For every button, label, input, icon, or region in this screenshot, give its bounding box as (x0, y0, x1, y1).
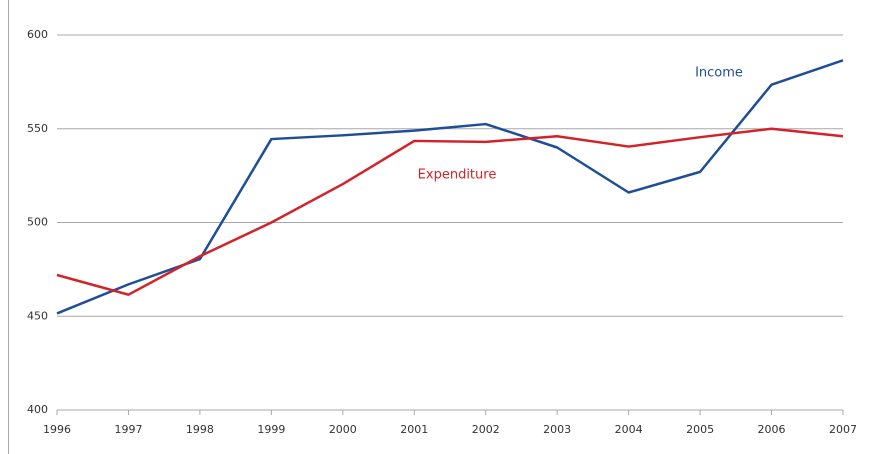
x-tick-label: 1999 (257, 423, 285, 436)
series-line (56, 127, 844, 296)
x-tick-label: 2007 (829, 423, 857, 436)
x-tick-label: 2001 (400, 423, 428, 436)
x-tick-label: 2002 (472, 423, 500, 436)
series-label: Expenditure (418, 168, 497, 183)
x-tick-label: 2000 (329, 423, 357, 436)
y-tick-label: 450 (27, 309, 48, 322)
x-tick-label: 2005 (686, 423, 714, 436)
x-tick-label: 1997 (114, 423, 142, 436)
x-tick-label: 2006 (758, 423, 786, 436)
x-tick-label: 1996 (43, 423, 71, 436)
y-tick-label: 550 (27, 122, 48, 135)
y-tick-label: 500 (27, 216, 48, 229)
y-tick-label: 400 (27, 403, 48, 416)
series-label: Income (695, 66, 743, 81)
x-tick-label: 2003 (543, 423, 571, 436)
y-tick-label: 600 (27, 28, 48, 41)
series-line (56, 59, 844, 315)
x-tick-label: 2004 (615, 423, 643, 436)
x-tick-label: 1998 (186, 423, 214, 436)
